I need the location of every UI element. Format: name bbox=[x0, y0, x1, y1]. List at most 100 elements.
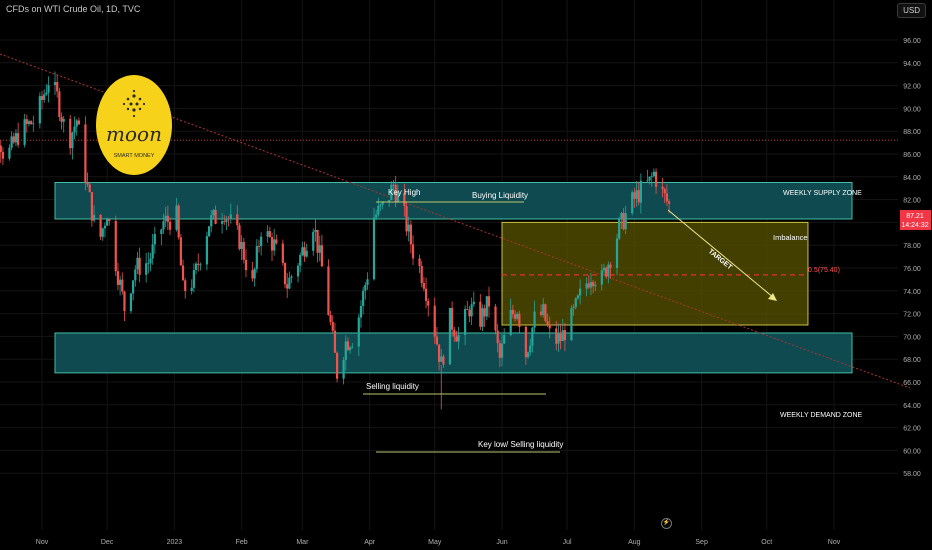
imbalance-label: Imbalance bbox=[773, 233, 808, 242]
candle-body bbox=[481, 308, 484, 327]
candle-body bbox=[342, 359, 345, 379]
candle-body bbox=[210, 215, 213, 227]
candle-body bbox=[418, 258, 421, 266]
candle-body bbox=[357, 317, 360, 347]
candle-body bbox=[136, 257, 139, 270]
candle-body bbox=[147, 263, 150, 265]
time-axis[interactable]: Nov Dec 2023 Feb Mar Apr May Jun Jul Aug Sep Oct Nov bbox=[36, 539, 841, 546]
candle-body bbox=[472, 301, 475, 305]
candle-body bbox=[138, 257, 141, 275]
candle-body bbox=[286, 284, 289, 289]
candle-body bbox=[433, 305, 436, 337]
candle-body bbox=[327, 266, 330, 316]
candle-body bbox=[485, 296, 488, 317]
candle-body bbox=[609, 264, 612, 268]
candle-body bbox=[531, 327, 534, 346]
candle-body bbox=[268, 231, 271, 237]
currency-button[interactable]: USD bbox=[897, 3, 926, 18]
candle-body bbox=[555, 328, 558, 344]
candle-body bbox=[23, 119, 26, 145]
candle-body bbox=[570, 308, 573, 341]
candle-body bbox=[240, 241, 243, 249]
candle-body bbox=[301, 247, 304, 256]
candle-body bbox=[47, 85, 50, 93]
candle-body bbox=[600, 270, 603, 285]
candles-layer bbox=[0, 71, 671, 410]
candle-body bbox=[30, 121, 33, 125]
candle-body bbox=[592, 282, 595, 287]
candle-body bbox=[633, 192, 636, 199]
candle-body bbox=[151, 244, 154, 259]
candle-body bbox=[605, 267, 608, 277]
candle-body bbox=[635, 190, 638, 199]
candle-body bbox=[650, 176, 653, 177]
candle-body bbox=[500, 343, 504, 358]
candle-body bbox=[225, 218, 228, 222]
candle-body bbox=[299, 255, 302, 266]
candle-body bbox=[60, 116, 63, 122]
candle-body bbox=[145, 263, 148, 275]
candle-body bbox=[132, 280, 135, 294]
candle-body bbox=[25, 119, 28, 124]
candle-body bbox=[105, 219, 109, 226]
candle-body bbox=[281, 243, 284, 263]
clock-icon[interactable]: ⚡ bbox=[661, 518, 672, 529]
candle-body bbox=[1, 152, 5, 159]
candle-body bbox=[238, 225, 241, 249]
imbalance-zone[interactable] bbox=[501, 221, 809, 326]
candle-body bbox=[312, 231, 315, 251]
selling-liquidity-label: Selling liquidity bbox=[366, 382, 419, 391]
candle-body bbox=[290, 276, 293, 278]
weekly-supply-zone[interactable] bbox=[54, 182, 853, 220]
candle-body bbox=[160, 229, 163, 235]
candle-body bbox=[255, 246, 258, 269]
candle-body bbox=[362, 290, 365, 306]
candle-body bbox=[194, 263, 198, 271]
candle-body bbox=[90, 192, 94, 221]
candle-body bbox=[639, 180, 642, 203]
candle-body bbox=[129, 293, 133, 312]
candle-body bbox=[468, 309, 471, 317]
price-tick-label: 96.00 bbox=[903, 38, 921, 45]
price-tick-label: 60.00 bbox=[903, 448, 921, 455]
candle-body bbox=[73, 126, 76, 133]
candle-body bbox=[661, 186, 664, 190]
candle-body bbox=[420, 265, 423, 284]
candle-body bbox=[275, 239, 278, 244]
candle-body bbox=[260, 236, 263, 247]
time-tick-label: 2023 bbox=[167, 539, 183, 546]
candle-body bbox=[548, 324, 551, 329]
candle-body bbox=[162, 221, 165, 230]
candle-body bbox=[654, 171, 658, 187]
candle-body bbox=[175, 205, 178, 230]
candle-body bbox=[242, 241, 245, 260]
candle-body bbox=[615, 238, 619, 268]
candle-body bbox=[134, 269, 137, 281]
candle-body bbox=[181, 265, 185, 281]
candle-body bbox=[479, 301, 482, 327]
target-arrow-line[interactable] bbox=[667, 209, 775, 299]
candle-body bbox=[43, 94, 46, 100]
candle-body bbox=[372, 217, 376, 280]
candle-body bbox=[349, 347, 352, 351]
candle-body bbox=[69, 118, 72, 149]
time-tick-label: Mar bbox=[296, 539, 309, 546]
candle-body bbox=[409, 224, 412, 245]
candle-body bbox=[602, 267, 606, 271]
time-tick-label: Nov bbox=[36, 539, 49, 546]
candle-body bbox=[184, 280, 187, 292]
candle-body bbox=[346, 341, 350, 351]
candle-body bbox=[483, 308, 486, 317]
logo-tagline: SMART MONEY bbox=[114, 153, 155, 159]
candle-body bbox=[190, 287, 193, 292]
price-tick-label: 68.00 bbox=[903, 357, 921, 364]
candle-body bbox=[396, 192, 399, 203]
symbol-title: CFDs on WTI Crude Oil, 1D, TVC bbox=[6, 4, 141, 14]
candle-body bbox=[166, 215, 169, 222]
weekly-demand-zone[interactable] bbox=[54, 332, 853, 374]
candle-body bbox=[197, 263, 200, 266]
candle-body bbox=[470, 304, 473, 317]
candle-body bbox=[496, 330, 499, 344]
candle-body bbox=[101, 228, 104, 237]
